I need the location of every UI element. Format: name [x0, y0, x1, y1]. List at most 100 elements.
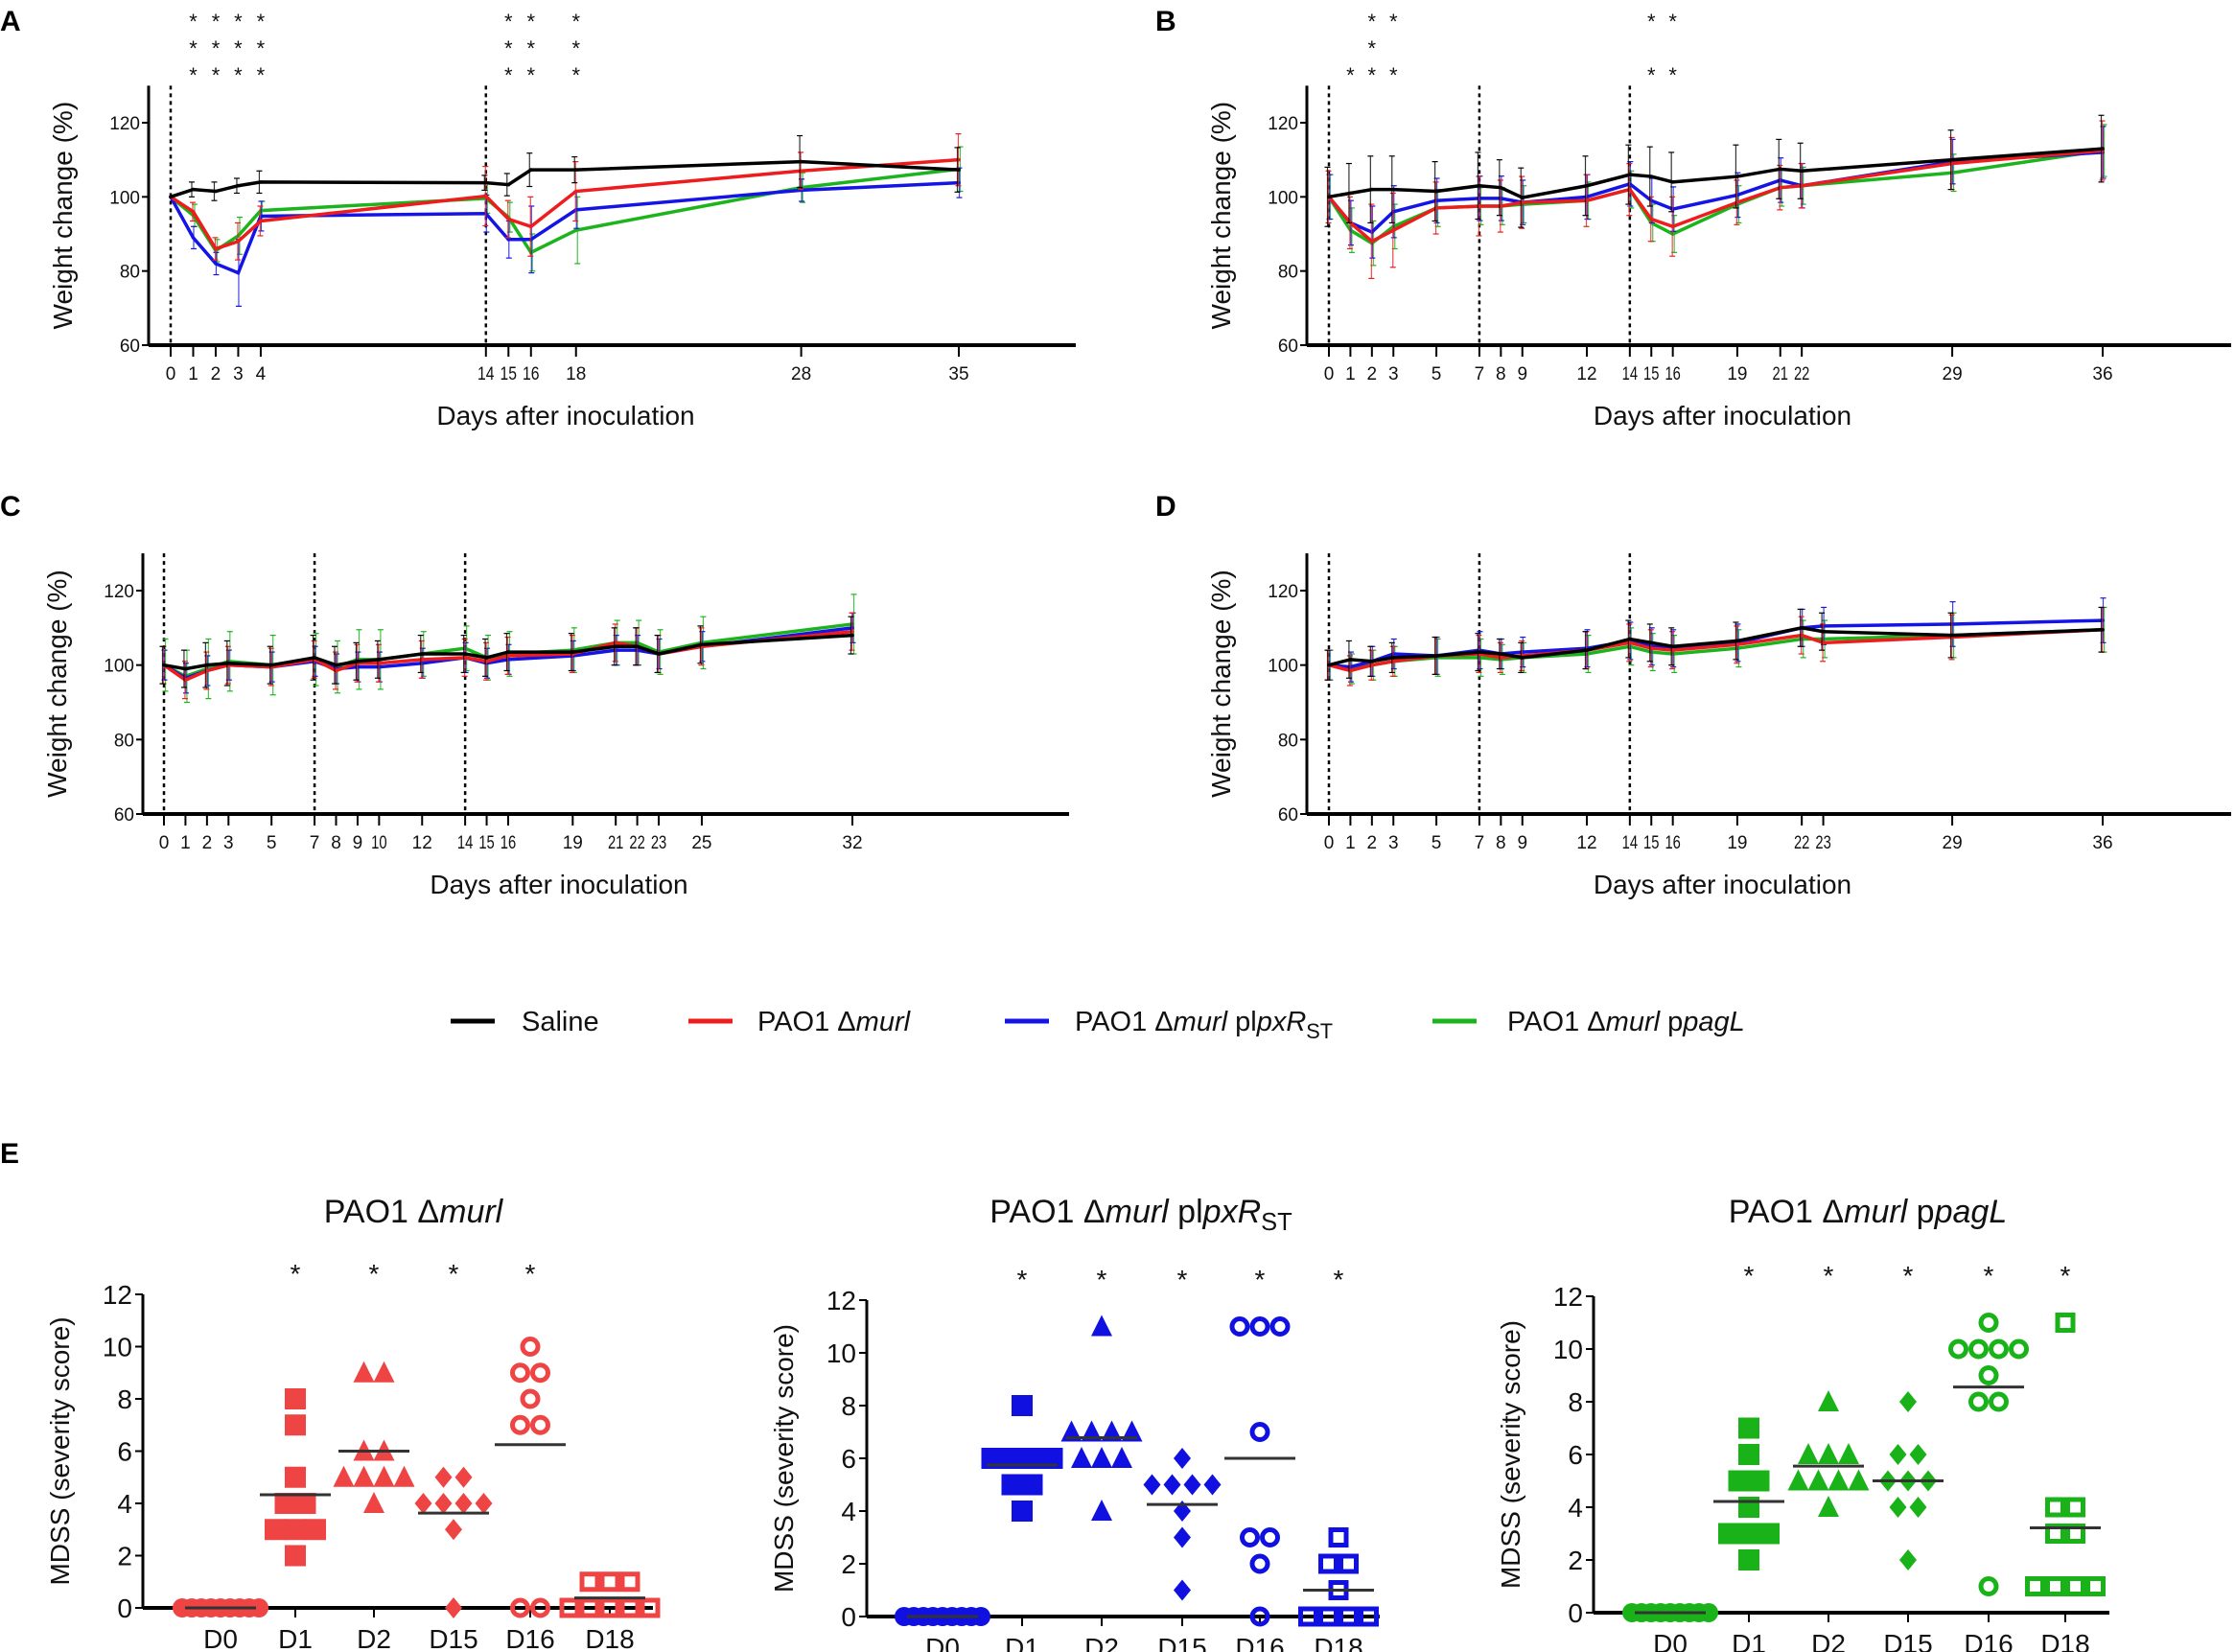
marker-filled-square [285, 1414, 306, 1436]
data-point [420, 652, 425, 656]
significance-asterisk: * [257, 63, 266, 87]
data-point [259, 219, 263, 223]
data-point [226, 661, 231, 665]
marker-filled-square [1738, 1523, 1759, 1545]
y-axis-label: Weight change (%) [48, 102, 78, 330]
data-point [356, 659, 360, 663]
marker-filled-square [1728, 1470, 1750, 1492]
data-point [1499, 185, 1503, 190]
marker-filled-triangle [333, 1465, 355, 1487]
data-point [1370, 239, 1374, 244]
data-point [1649, 217, 1654, 221]
x-tick-label: D1 [1732, 1629, 1766, 1652]
data-point [214, 262, 218, 266]
x-tick-label: 5 [1432, 364, 1442, 384]
marker-open-square [640, 1597, 661, 1618]
significance-asterisk: * [1647, 10, 1656, 34]
significance-asterisk: * [189, 10, 198, 34]
y-tick-label: 4 [1568, 1493, 1583, 1523]
marker-open-square [1298, 1606, 1318, 1627]
data-point [528, 224, 533, 229]
data-point [573, 168, 578, 172]
significance-asterisk: * [212, 63, 221, 87]
x-tick-label: 23 [651, 833, 666, 853]
marker-filled-square [1021, 1474, 1043, 1496]
legend-label-saline: Saline [522, 1007, 599, 1037]
marker-filled-triangle [1798, 1443, 1819, 1464]
significance-asterisk: * [1668, 10, 1677, 34]
marker-filled-triangle [1111, 1447, 1132, 1468]
x-tick-label: 12 [412, 833, 432, 853]
significance-asterisk: * [2060, 1261, 2071, 1291]
data-point [1520, 196, 1525, 199]
marker-filled-diamond [1899, 1391, 1917, 1412]
y-tick-label: 100 [104, 657, 134, 677]
x-tick-label: 8 [1496, 364, 1506, 384]
significance-asterisk: * [1017, 1265, 1028, 1294]
x-tick-label: 25 [691, 833, 711, 853]
x-tick-label: 22 [1794, 364, 1809, 384]
x-tick-label: 16 [501, 833, 516, 853]
subplot-title: PAO1 Δmurl [324, 1194, 504, 1230]
marker-open-square [1339, 1553, 1359, 1574]
x-tick-label: D0 [1653, 1629, 1688, 1652]
marker-filled-square [1012, 1501, 1033, 1522]
marker-open-square [1328, 1527, 1349, 1547]
significance-asterisk: * [1368, 10, 1377, 34]
data-point [1628, 637, 1632, 641]
data-point [484, 656, 489, 660]
y-tick-label: 100 [1268, 657, 1298, 677]
data-point [506, 238, 511, 242]
y-tick-label: 8 [1568, 1387, 1583, 1417]
significance-asterisk: * [1984, 1261, 1994, 1291]
data-point [850, 633, 854, 638]
data-point [1327, 195, 1331, 199]
panel-letter: A [0, 6, 21, 37]
marker-filled-triangle [353, 1361, 375, 1383]
x-tick-label: 2 [211, 364, 221, 384]
significance-asterisk: * [212, 10, 221, 34]
panel-letter: B [1155, 6, 1176, 37]
x-tick-label: 2 [1367, 833, 1378, 853]
y-tick-label: 80 [114, 731, 134, 751]
marker-open-circle [1989, 1391, 2009, 1412]
marker-open-circle [510, 1362, 530, 1384]
data-point [2101, 147, 2105, 151]
x-tick-label: D18 [2040, 1629, 2089, 1652]
data-point [1434, 189, 1438, 194]
x-tick-label: 16 [523, 364, 539, 384]
marker-filled-triangle [373, 1361, 395, 1383]
data-point [1370, 659, 1374, 663]
marker-open-circle [520, 1337, 541, 1357]
marker-filled-square [1738, 1497, 1759, 1518]
significance-asterisk: * [1389, 10, 1398, 34]
y-axis-label: MDSS (severity score) [1496, 1320, 1525, 1589]
x-tick-label: 1 [180, 833, 191, 853]
data-point [1585, 648, 1589, 652]
data-point [236, 239, 241, 244]
y-tick-label: 120 [109, 114, 140, 134]
y-tick-label: 100 [1268, 188, 1298, 208]
text-segment: PAO1 Δ [324, 1194, 439, 1230]
x-tick-label: 3 [1388, 833, 1399, 853]
significance-asterisk: * [449, 1259, 459, 1289]
data-point [484, 194, 488, 198]
significance-asterisk: * [1668, 63, 1677, 87]
marker-filled-triangle [1848, 1469, 1870, 1491]
marker-filled-diamond [454, 1466, 473, 1488]
panel-letter: E [0, 1138, 19, 1170]
y-tick-label: 60 [1278, 805, 1298, 826]
marker-open-circle [1229, 1316, 1250, 1337]
y-tick-label: 6 [1568, 1440, 1583, 1470]
x-axis-label: Days after inoculation [1594, 870, 1851, 899]
data-point [205, 663, 209, 667]
marker-filled-diamond [475, 1493, 493, 1514]
data-point [1391, 228, 1396, 232]
x-tick-label: 16 [1665, 364, 1680, 384]
x-tick-label: D0 [203, 1624, 238, 1652]
data-point [269, 663, 273, 667]
y-tick-label: 2 [1568, 1546, 1583, 1575]
x-tick-label: D2 [1811, 1629, 1846, 1652]
significance-asterisk: * [1097, 1265, 1107, 1294]
marker-open-square [2085, 1576, 2106, 1596]
